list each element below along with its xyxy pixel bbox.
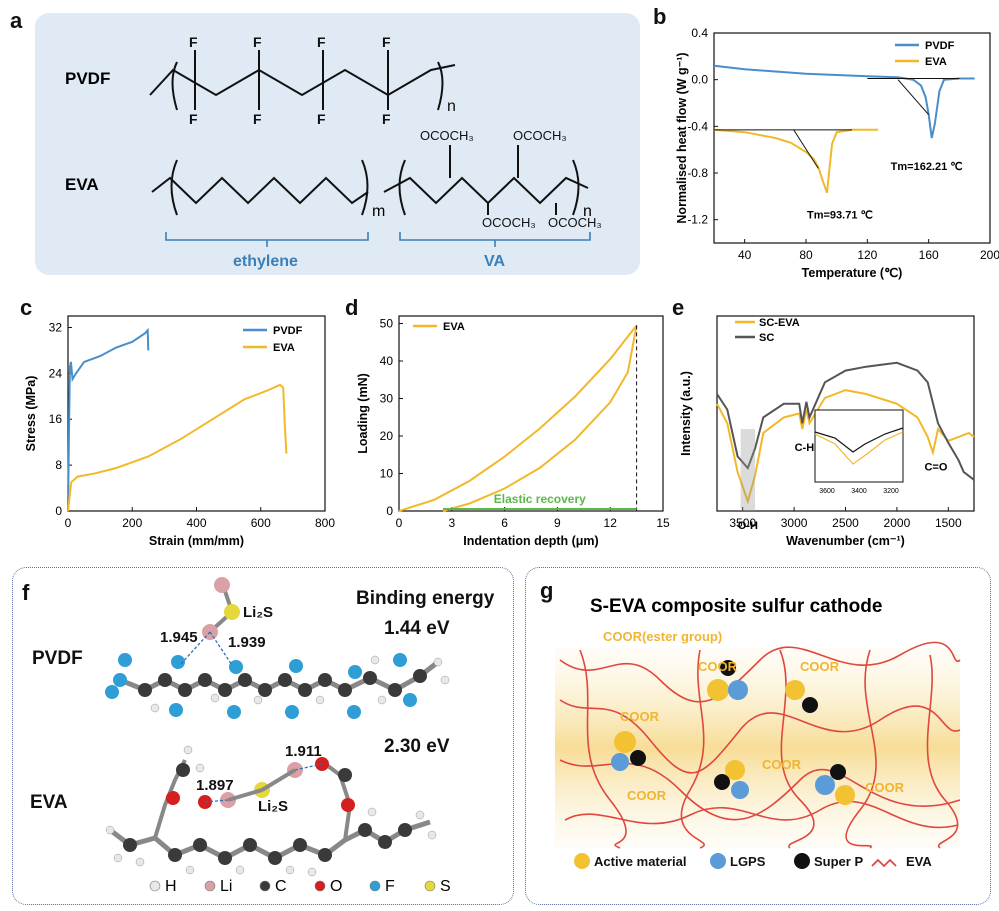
panel-c-letter: c (20, 295, 33, 320)
x-tick-label: 1500 (935, 516, 962, 530)
legend-label: SC (759, 332, 774, 344)
series-line-PVDF (67, 327, 150, 512)
panel-e-letter: e (672, 295, 685, 320)
x-tick-label: 160 (919, 248, 939, 262)
x-tick-label: 200 (122, 516, 142, 530)
elastic-recovery-label: Elastic recovery (494, 492, 586, 506)
y-tick-label: 16 (49, 412, 63, 426)
inset-tick-label: 3400 (851, 488, 867, 495)
tm-pvdf-label: Tm=162.21 ℃ (891, 161, 963, 173)
panel-b-letter: b (653, 4, 667, 29)
x-tick-label: 400 (186, 516, 206, 530)
y-tick-label: 40 (380, 354, 394, 368)
x-tick-label: 0 (65, 516, 72, 530)
y-tick-label: -1.2 (687, 213, 708, 227)
inset-tick-label: 3200 (883, 488, 899, 495)
panel-g-letter: g (540, 578, 554, 603)
series-line-SC-EVA (716, 389, 975, 505)
y-axis-label: Normalised heat flow (W g⁻¹) (675, 52, 689, 223)
peak-ch-label: C-H (795, 442, 815, 454)
peak-co-label: C=O (924, 462, 947, 474)
y-tick-label: 0.4 (691, 26, 708, 40)
x-tick-label: 2500 (832, 516, 859, 530)
y-tick-label: 0 (55, 504, 62, 518)
y-tick-label: 20 (380, 429, 394, 443)
y-axis-label: Intensity (a.u.) (679, 371, 693, 456)
chart-b: 40 80 120 160 200 0.4 0.0 -0.4 -0.8 -1.2 Temperatu… (675, 26, 999, 280)
x-tick-label: 3 (448, 516, 455, 530)
y-tick-label: 8 (55, 458, 62, 472)
onset-line (897, 79, 930, 115)
x-tick-label: 3000 (781, 516, 808, 530)
legend-label: EVA (925, 56, 947, 68)
series-line-EVA (67, 383, 288, 512)
panel-d-letter: d (345, 295, 359, 320)
chart-e: 3500 3000 2500 2000 1500 Wavenumber (cm⁻¹) Int… (679, 315, 975, 548)
series-line-EVA (398, 324, 638, 512)
y-tick-label: 10 (380, 467, 394, 481)
y-tick-label: -0.4 (687, 119, 708, 133)
x-tick-label: 40 (738, 248, 752, 262)
x-tick-label: 3500 (729, 516, 756, 530)
y-tick-label: 24 (49, 366, 63, 380)
peak-oh-label: O-H (738, 520, 758, 532)
panel-a-letter: a (10, 8, 23, 33)
plot-frame (713, 32, 991, 244)
panel-f-letter: f (22, 580, 30, 605)
series-line-SC (716, 361, 975, 481)
x-axis-label: Wavenumber (cm⁻¹) (786, 534, 905, 548)
x-tick-label: 15 (656, 516, 670, 530)
y-tick-label: 32 (49, 320, 63, 334)
y-tick-label: 30 (380, 392, 394, 406)
inset-sceva-line (814, 431, 904, 465)
plot-frame (398, 315, 664, 512)
y-tick-label: 0 (386, 504, 393, 518)
legend-label: EVA (443, 321, 465, 333)
x-tick-label: 800 (315, 516, 335, 530)
x-tick-label: 9 (554, 516, 561, 530)
chart-c: 0 200 400 600 800 0 8 16 24 32 Strain (mm/mm) Stres… (24, 315, 335, 548)
y-axis-label: Loading (mN) (356, 373, 370, 454)
x-tick-label: 120 (857, 248, 877, 262)
inset-tick-label: 3600 (819, 488, 835, 495)
x-tick-label: 12 (604, 516, 618, 530)
series-line-series1 (442, 325, 638, 512)
x-axis-label: Indentation depth (μm) (463, 534, 598, 548)
onset-line (793, 129, 819, 169)
legend-label: EVA (273, 342, 295, 354)
x-tick-label: 80 (799, 248, 813, 262)
x-tick-label: 6 (501, 516, 508, 530)
panel-g-frame (525, 567, 991, 905)
tm-eva-label: Tm=93.71 ℃ (807, 209, 873, 221)
legend-label: PVDF (273, 325, 303, 337)
legend-label: PVDF (925, 40, 955, 52)
x-tick-label: 200 (980, 248, 999, 262)
chart-d: 0 3 6 9 12 15 0 10 20 30 40 50 Indentation depth (μm… (356, 315, 670, 548)
panel-f-frame (12, 567, 514, 905)
x-tick-label: 600 (251, 516, 271, 530)
y-tick-label: 0.0 (691, 73, 708, 87)
y-tick-label: -0.8 (687, 166, 708, 180)
oh-band (740, 429, 756, 511)
panel-a-background (35, 13, 640, 275)
y-axis-label: Stress (MPa) (24, 376, 38, 452)
inset-frame (814, 409, 904, 483)
charts-layer: 40 80 120 160 2000.40.0-0.4-0.8-1.2Temperatu… (24, 26, 999, 548)
series-line-EVA (713, 128, 879, 194)
inset-sc-line (814, 427, 904, 453)
x-axis-label: Temperature (℃) (802, 266, 903, 280)
x-tick-label: 0 (396, 516, 403, 530)
x-tick-label: 2000 (884, 516, 911, 530)
x-axis-label: Strain (mm/mm) (149, 534, 244, 548)
series-line-PVDF (713, 64, 975, 139)
legend-label: SC-EVA (759, 317, 800, 329)
y-tick-label: 50 (380, 317, 394, 331)
